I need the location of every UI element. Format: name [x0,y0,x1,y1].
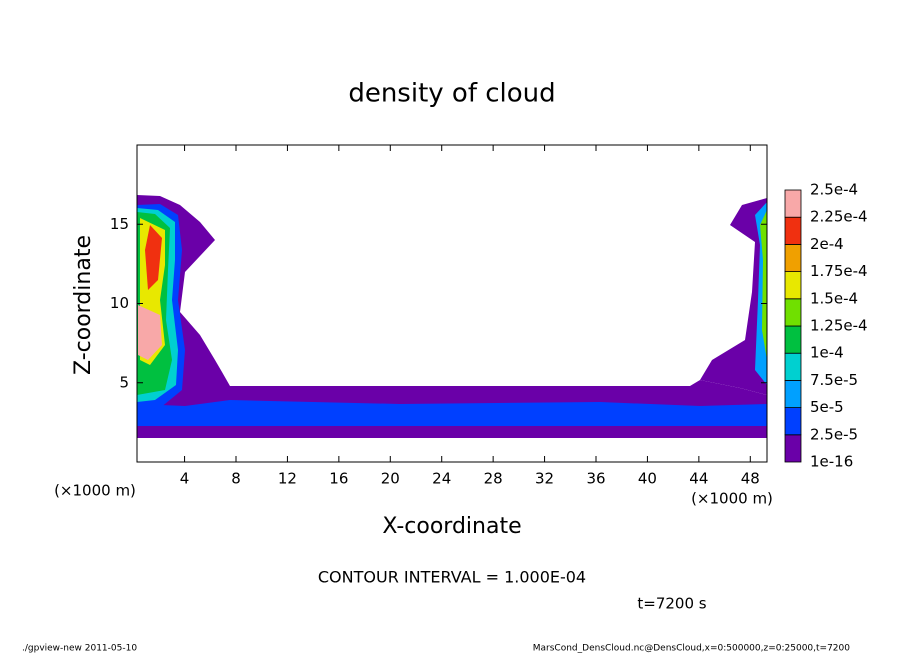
contour-region [145,225,162,290]
contour-region [700,198,767,395]
x-unit-right: (×1000 m) [691,490,773,508]
colorbar-box [784,271,802,300]
colorbar-label: 2.5e-4 [810,181,858,199]
contour-region [137,400,767,426]
x-tick-label: 48 [741,470,760,488]
colorbar-box [784,243,802,272]
y-tick-label: 10 [110,294,129,312]
colorbar-label: 1.5e-4 [810,289,858,307]
colorbar-box [784,325,802,354]
y-tick-label: 15 [110,215,129,233]
colorbar-box [784,379,802,408]
colorbar-label: 5e-5 [810,398,844,416]
x-tick-label: 8 [231,470,241,488]
colorbar-label: 1e-4 [810,344,844,362]
colorbar-label: 2e-4 [810,235,844,253]
x-tick-label: 32 [535,470,554,488]
contour-field [137,195,767,438]
colorbar-label: 2.5e-5 [810,425,858,443]
colorbar-box [784,189,802,218]
footer-left: ./gpview-new 2011-05-10 [22,644,137,654]
x-tick-label: 20 [381,470,400,488]
colorbar-box [784,407,802,436]
contour-region [760,210,767,360]
colorbar-box [784,298,802,327]
x-tick-label: 40 [638,470,657,488]
colorbar-label: 1.25e-4 [810,317,868,335]
x-tick-label: 16 [329,470,348,488]
footer-right: MarsCond_DensCloud.nc@DensCloud,x=0:5000… [533,644,850,654]
colorbar-box [784,352,802,381]
x-tick-label: 24 [432,470,451,488]
x-tick-label: 12 [278,470,297,488]
chart-title: density of cloud [348,79,555,109]
x-tick-label: 44 [689,470,708,488]
contour-interval: CONTOUR INTERVAL = 1.000E-04 [318,568,586,587]
y-tick-label: 5 [119,373,129,391]
colorbar-box [784,434,802,463]
contour-region [138,305,162,360]
x-unit-left: (×1000 m) [54,482,136,500]
x-tick-label: 28 [484,470,503,488]
x-axis-label: X-coordinate [382,514,521,539]
x-tick-label: 4 [180,470,190,488]
colorbar-label: 1.75e-4 [810,262,868,280]
colorbar-label: 7.5e-5 [810,371,858,389]
colorbar-box [784,216,802,245]
time-label: t=7200 s [637,595,706,613]
x-tick-label: 36 [586,470,605,488]
colorbar-label: 1e-16 [810,453,853,471]
y-axis-label: Z-coordinate [71,235,96,375]
colorbar-label: 2.25e-4 [810,208,868,226]
